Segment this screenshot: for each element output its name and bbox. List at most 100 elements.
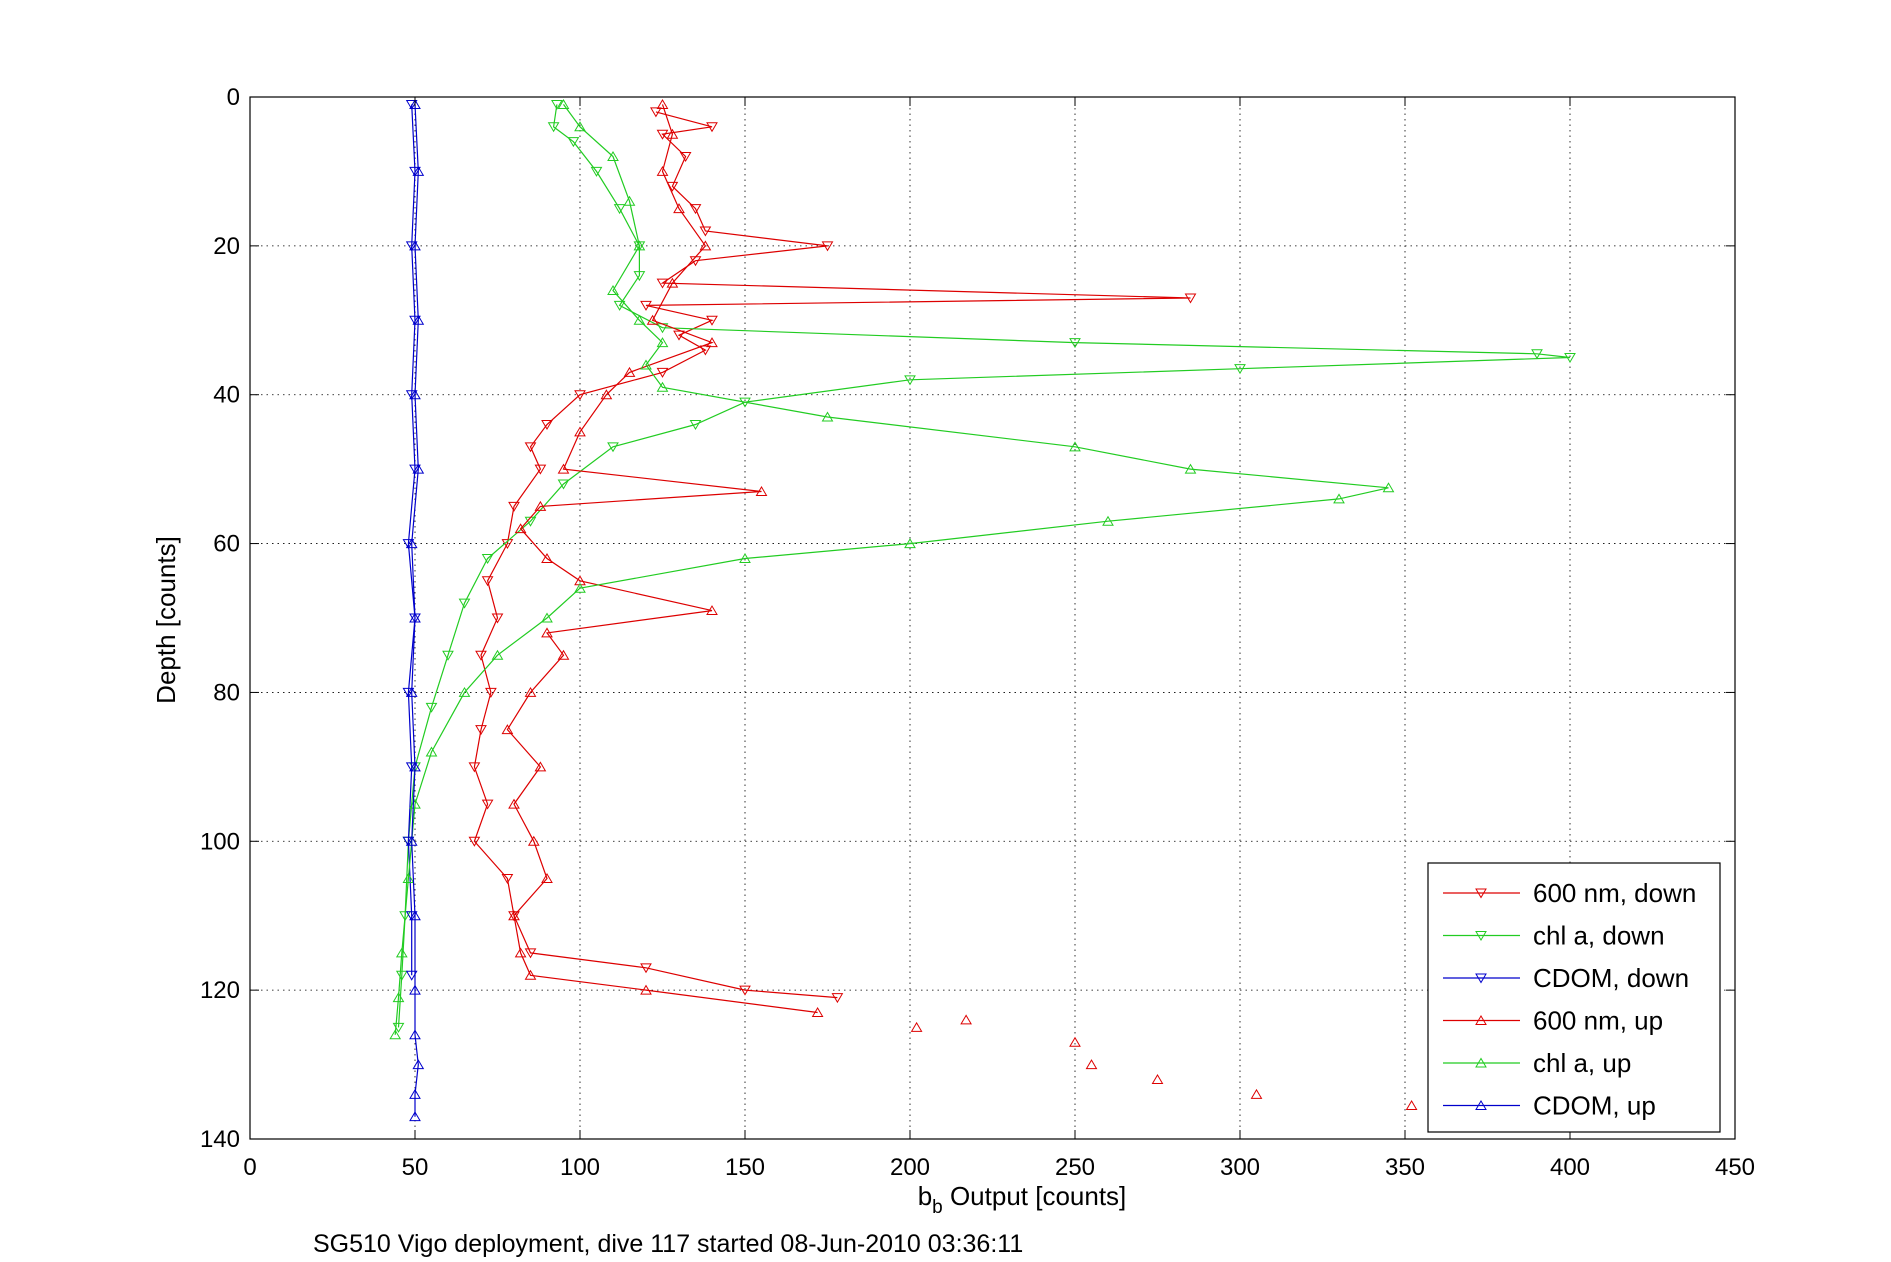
data-point bbox=[607, 151, 619, 162]
data-point bbox=[1405, 1100, 1418, 1111]
data-point bbox=[574, 121, 586, 132]
data-point bbox=[590, 166, 603, 177]
data-point bbox=[468, 836, 481, 847]
data-point bbox=[485, 687, 497, 698]
data-point bbox=[666, 128, 679, 139]
x-tick-label: 400 bbox=[1550, 1154, 1590, 1181]
data-point bbox=[656, 381, 669, 392]
data-point bbox=[656, 98, 669, 109]
data-point bbox=[623, 195, 636, 206]
data-point bbox=[574, 390, 586, 401]
legend-marker bbox=[1475, 1057, 1487, 1068]
x-tick-label: 200 bbox=[890, 1154, 930, 1181]
data-point bbox=[574, 426, 586, 437]
data-point bbox=[409, 1111, 421, 1122]
legend-box bbox=[1427, 862, 1721, 1133]
data-point bbox=[960, 1014, 972, 1025]
series-cdom-up bbox=[405, 98, 425, 1122]
data-point bbox=[475, 725, 487, 736]
data-point bbox=[409, 240, 421, 251]
series-line bbox=[397, 104, 1571, 1028]
data-point bbox=[656, 367, 669, 378]
data-point bbox=[405, 686, 418, 697]
ticks: 0 50 100 150 200 250 300 350 400 450 0 20 40 60 80 100 1… bbox=[200, 84, 1755, 1181]
data-point bbox=[640, 984, 652, 995]
data-point bbox=[904, 538, 916, 549]
data-point bbox=[640, 359, 652, 370]
data-point bbox=[706, 122, 718, 133]
data-point bbox=[699, 345, 712, 356]
data-point bbox=[679, 152, 692, 163]
x-tick-label: 150 bbox=[725, 1154, 765, 1181]
data-point bbox=[541, 419, 553, 430]
data-point bbox=[409, 910, 421, 921]
data-point bbox=[481, 576, 494, 587]
data-point bbox=[534, 761, 547, 772]
y-tick-label: 140 bbox=[200, 1126, 240, 1153]
legend-marker bbox=[1475, 931, 1487, 941]
data-point bbox=[541, 552, 553, 563]
data-point bbox=[831, 993, 844, 1004]
data-point bbox=[613, 300, 626, 311]
x-tick-label: 450 bbox=[1715, 1154, 1755, 1181]
data-point bbox=[656, 337, 669, 348]
y-tick-label: 60 bbox=[213, 531, 240, 558]
y-axis-label: Depth [counts] bbox=[151, 536, 181, 704]
data-point bbox=[514, 523, 527, 534]
data-point bbox=[755, 485, 768, 496]
series-600-nm-up bbox=[501, 98, 1418, 1111]
data-point bbox=[405, 538, 418, 549]
data-point bbox=[402, 539, 415, 550]
data-point bbox=[475, 650, 487, 661]
data-point bbox=[491, 613, 504, 624]
data-point bbox=[1085, 1059, 1098, 1070]
data-point bbox=[821, 241, 834, 252]
data-point bbox=[607, 442, 619, 453]
data-point bbox=[1250, 1088, 1263, 1099]
data-point bbox=[557, 463, 570, 474]
x-axis-label: bb Output [counts] bbox=[918, 1181, 1127, 1218]
data-point bbox=[458, 598, 471, 609]
legend-marker bbox=[1475, 973, 1487, 984]
legend-marker bbox=[1475, 1015, 1487, 1025]
data-point bbox=[739, 552, 751, 563]
data-point bbox=[666, 181, 679, 192]
series-600-nm-down bbox=[468, 107, 1197, 1004]
data-point bbox=[468, 762, 481, 773]
data-point bbox=[508, 798, 520, 809]
data-point bbox=[524, 948, 537, 959]
data-point bbox=[402, 873, 415, 883]
data-point bbox=[1184, 463, 1197, 474]
data-point bbox=[656, 129, 669, 140]
data-point bbox=[409, 798, 421, 809]
data-point bbox=[412, 314, 425, 325]
data-point bbox=[405, 241, 418, 252]
data-point bbox=[409, 166, 421, 177]
data-point bbox=[666, 277, 679, 288]
data-point bbox=[633, 240, 646, 251]
data-point bbox=[557, 98, 570, 109]
data-point bbox=[811, 1006, 824, 1017]
data-point bbox=[640, 300, 652, 311]
data-point bbox=[409, 612, 421, 623]
data-point bbox=[409, 1088, 421, 1099]
data-point bbox=[1564, 353, 1576, 363]
legend: 600 nm, down chl a, down CDOM, down 600 nm,… bbox=[1427, 862, 1721, 1133]
data-point bbox=[910, 1021, 923, 1032]
data-point bbox=[501, 724, 514, 735]
legend-entry: chl a, up bbox=[1533, 1048, 1631, 1078]
data-point bbox=[409, 98, 421, 109]
series-line bbox=[394, 104, 1389, 1035]
data-point bbox=[524, 442, 537, 453]
data-point bbox=[650, 107, 662, 118]
data-point bbox=[442, 650, 454, 661]
data-point bbox=[541, 627, 553, 638]
legend-marker bbox=[1475, 1100, 1487, 1110]
data-point bbox=[633, 271, 646, 282]
data-point bbox=[1151, 1073, 1164, 1084]
data-point bbox=[541, 612, 553, 623]
y-tick-label: 40 bbox=[213, 382, 240, 409]
data-point bbox=[673, 203, 685, 214]
x-tick-label: 250 bbox=[1055, 1154, 1095, 1181]
